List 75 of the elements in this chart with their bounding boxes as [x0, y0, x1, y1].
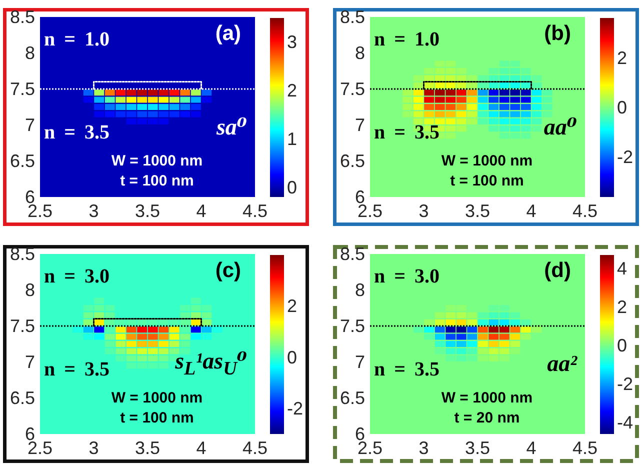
annotation: n = 3.5	[44, 358, 110, 382]
annotation: s$_{L}$¹as$_{U}$⁰	[175, 348, 247, 380]
color-bar-label: 0	[617, 335, 628, 356]
color-bar-label: 2	[617, 296, 628, 317]
annotation: t = 100 nm	[120, 172, 194, 190]
y-tick-label: 8	[354, 43, 365, 63]
x-tick-label: 4	[526, 201, 536, 221]
annotation: t = 100 nm	[120, 410, 194, 426]
color-bar-label: 0	[287, 177, 298, 198]
annotation: t = 20 nm	[454, 410, 520, 426]
y-tick-label: 6.5	[340, 151, 365, 171]
color-bar-label: 2	[617, 48, 628, 68]
x-tick-label: 3.5	[134, 438, 160, 458]
annotation: W = 1000 nm	[111, 390, 203, 406]
x-tick-label: 3.5	[464, 438, 490, 458]
x-tick-label: 3	[418, 438, 429, 458]
y-tick-label: 7.5	[340, 79, 365, 99]
annotation: sa⁰	[216, 114, 247, 140]
x-tick-label: 4	[526, 438, 536, 458]
color-bar-label: 0	[617, 98, 628, 118]
x-tick-label: 3.5	[464, 201, 490, 221]
chart-title: (d)	[544, 259, 571, 283]
y-tick-label: 8.5	[340, 244, 365, 264]
chart-title: (b)	[544, 22, 571, 46]
color-bar-label: -4	[617, 412, 634, 432]
y-tick-label: 7.5	[10, 79, 35, 99]
y-tick-label: 6.5	[10, 151, 35, 171]
annotation: n = 3.5	[44, 122, 110, 144]
x-tick-label: 4.5	[242, 201, 268, 221]
annotation: n = 3.5	[374, 122, 440, 144]
annotation: W = 1000 nm	[441, 152, 533, 170]
x-tick-label: 4.5	[242, 438, 268, 458]
x-tick-label: 4.5	[572, 438, 598, 458]
annotation: n = 3.0	[44, 266, 110, 288]
y-tick-label: 7	[354, 115, 365, 135]
color-bar-label: -2	[617, 147, 634, 168]
color-bar-label: 0	[287, 347, 298, 368]
annotation: n = 3.0	[374, 266, 440, 288]
y-tick-label: 8.5	[340, 7, 365, 27]
chart-title: (c)	[215, 259, 241, 283]
y-tick-label: 7.5	[10, 316, 35, 336]
x-tick-label: 3	[88, 201, 99, 221]
annotation: W = 1000 nm	[111, 152, 203, 170]
color-bar-label: 2	[287, 296, 298, 316]
color-bar-label: 2	[287, 80, 298, 101]
annotation: aa²	[547, 351, 577, 377]
color-bar-label: -2	[617, 374, 634, 394]
y-tick-label: 8	[24, 43, 35, 63]
y-tick-label: 8.5	[10, 7, 35, 27]
x-tick-label: 3	[88, 438, 99, 458]
x-tick-label: 3	[418, 201, 429, 221]
color-bar-label: -2	[287, 398, 304, 418]
y-tick-label: 6.5	[340, 388, 365, 408]
y-tick-label: 7	[354, 352, 365, 372]
y-tick-label: 8	[354, 280, 365, 300]
annotation: n = 3.5	[374, 358, 440, 382]
annotation: W = 1000 nm	[441, 390, 533, 406]
color-bar-label: 3	[287, 32, 298, 52]
x-tick-label: 4.5	[572, 201, 598, 221]
y-tick-label: 6.5	[10, 388, 35, 408]
annotation: n = 1.0	[44, 28, 110, 52]
annotation: n = 1.0	[374, 28, 440, 52]
chart-title: (a)	[215, 22, 241, 46]
y-tick-label: 8.5	[10, 244, 35, 264]
y-tick-label: 7.5	[340, 316, 365, 336]
annotation: t = 100 nm	[450, 172, 524, 190]
x-tick-label: 3.5	[134, 201, 160, 221]
x-tick-label: 4	[196, 201, 206, 221]
annotation: aa⁰	[544, 114, 577, 140]
color-bar-label: 4	[617, 258, 628, 278]
x-tick-label: 4	[196, 438, 206, 458]
y-tick-label: 8	[24, 280, 35, 300]
y-tick-label: 7	[24, 352, 35, 372]
y-tick-label: 7	[24, 115, 35, 135]
color-bar-label: 1	[287, 128, 298, 149]
